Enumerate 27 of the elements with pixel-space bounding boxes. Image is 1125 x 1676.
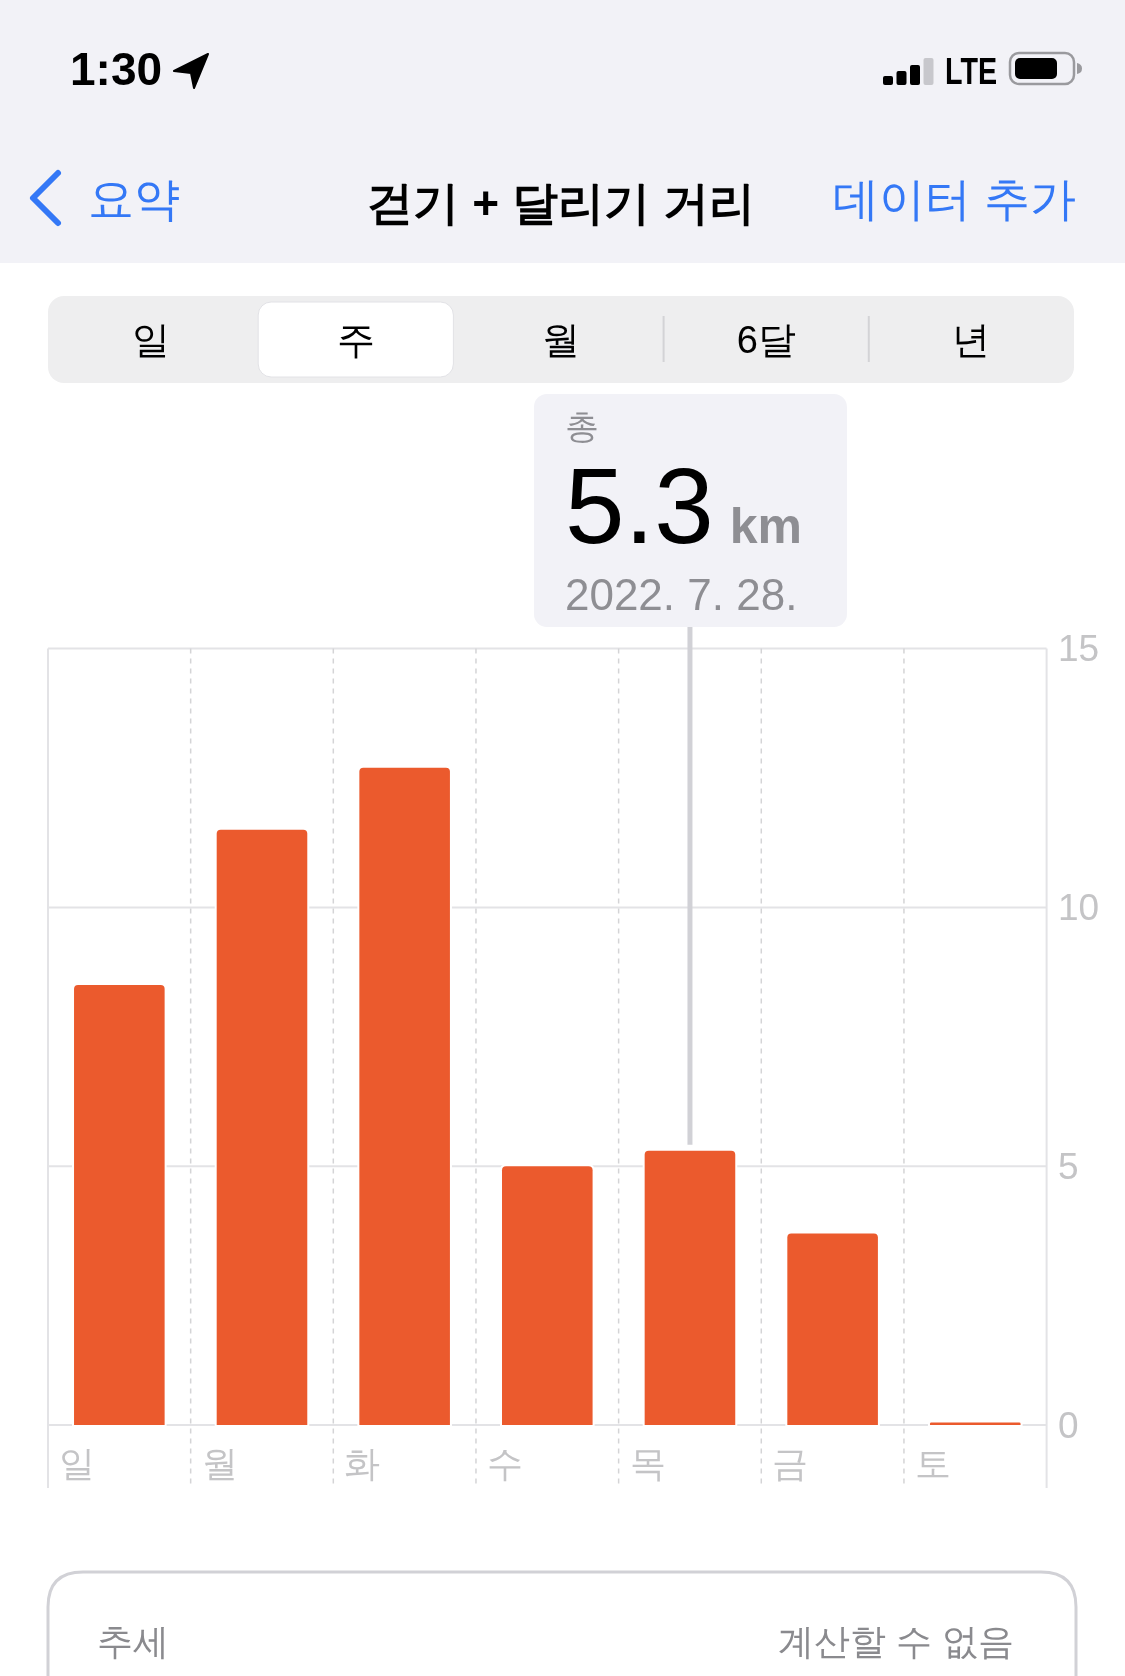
- x-tick-label: 수: [486, 1443, 523, 1484]
- annotation: km: [729, 498, 802, 554]
- annotation: 계산할 수 없음: [778, 1621, 1014, 1662]
- annotation: 2022. 7. 28.: [564, 570, 798, 619]
- y-tick-label: 5: [1058, 1145, 1079, 1187]
- x-tick-label: 월: [201, 1443, 238, 1484]
- title: 걷기 + 달리기 거리: [367, 177, 755, 229]
- x-tick-label: 일: [59, 1443, 95, 1484]
- annotation: 년: [952, 319, 991, 361]
- x-tick-label: 금: [772, 1443, 809, 1484]
- x-tick-label: 화: [344, 1443, 381, 1484]
- value-label: 5.3: [564, 446, 714, 566]
- y-tick-label: 0: [1058, 1404, 1079, 1446]
- annotation: 일: [131, 319, 170, 361]
- annotation: 월: [542, 319, 580, 361]
- annotation: 요약: [88, 173, 180, 225]
- x-tick-label: 목: [629, 1443, 666, 1484]
- annotation: 6달: [736, 319, 796, 361]
- y-tick-label: 10: [1058, 886, 1100, 928]
- annotation: 데이터 추가: [833, 173, 1076, 225]
- annotation: 추세: [97, 1621, 169, 1662]
- annotation: 총: [564, 407, 599, 445]
- annotation: 주: [336, 319, 375, 361]
- y-tick-label: 15: [1058, 628, 1100, 670]
- x-tick-label: 토: [914, 1443, 951, 1484]
- annotation: LTE: [945, 51, 1011, 92]
- annotation: 1:30: [70, 43, 163, 95]
